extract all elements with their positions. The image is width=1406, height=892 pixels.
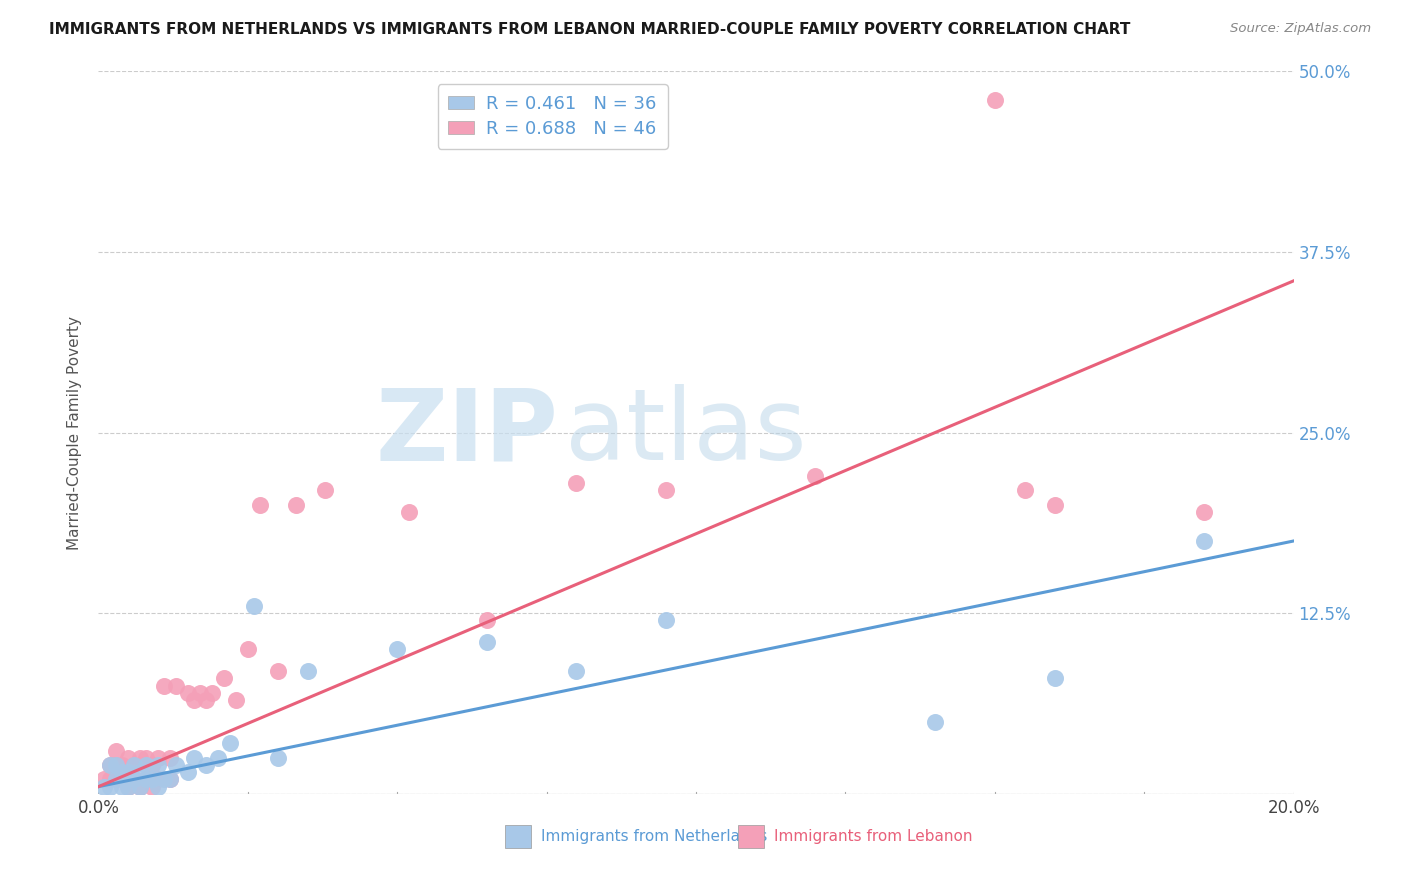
Point [124,758,146,772]
Point [565,476,588,491]
Point [159,751,181,765]
Point [129,751,152,765]
Point [129,780,152,794]
Point [111,772,134,787]
Point [98,772,122,787]
Point [117,780,139,794]
Text: ZIP: ZIP [375,384,558,481]
Point [111,780,134,794]
Point [141,758,163,772]
Point [117,765,139,780]
Point [236,642,259,657]
Point [117,751,139,765]
Point [177,686,200,700]
Text: Source: ZipAtlas.com: Source: ZipAtlas.com [1230,22,1371,36]
Point [385,642,409,657]
Point [655,483,678,498]
Point [135,772,157,787]
Point [267,664,290,678]
Point [243,599,266,613]
Point [1014,483,1036,498]
Point [165,758,187,772]
Point [105,772,128,787]
Point [98,758,122,772]
Point [111,765,134,780]
Legend: R = 0.461   N = 36, R = 0.688   N = 46: R = 0.461 N = 36, R = 0.688 N = 46 [437,84,668,149]
Point [207,751,229,765]
Text: atlas: atlas [565,384,806,481]
Point [398,505,420,519]
Point [1043,671,1066,685]
Point [201,686,224,700]
Point [129,780,152,794]
Point [225,693,247,707]
Point [297,664,319,678]
Point [148,780,170,794]
Point [219,736,242,750]
Point [117,772,139,787]
Text: Immigrants from Lebanon: Immigrants from Lebanon [773,829,972,844]
Point [284,498,307,512]
Point [141,780,163,794]
Text: Immigrants from Netherlands: Immigrants from Netherlands [541,829,768,844]
Point [804,469,827,483]
Point [565,664,588,678]
Point [188,686,211,700]
Point [177,765,200,780]
Point [249,498,271,512]
Point [148,751,170,765]
Point [183,751,205,765]
Point [1192,505,1215,519]
FancyBboxPatch shape [738,825,763,848]
Point [111,758,134,772]
Point [159,772,181,787]
Point [984,93,1007,107]
Point [124,772,146,787]
Point [267,751,290,765]
Point [315,483,337,498]
Point [195,693,218,707]
Point [153,772,176,787]
Point [124,758,146,772]
Point [141,772,163,787]
Point [212,671,235,685]
Point [98,758,122,772]
Point [98,780,122,794]
Point [195,758,218,772]
Point [135,751,157,765]
Point [153,678,176,692]
Point [655,614,678,628]
Point [1192,533,1215,548]
Point [105,743,128,757]
Point [105,772,128,787]
Point [148,772,170,787]
Point [105,758,128,772]
Point [135,758,157,772]
Point [475,635,498,649]
Point [183,693,205,707]
Point [93,772,115,787]
Point [105,758,128,772]
Point [124,772,146,787]
Point [159,772,181,787]
Point [148,758,170,772]
Point [117,780,139,794]
Point [924,714,946,729]
Point [165,678,187,692]
Y-axis label: Married-Couple Family Poverty: Married-Couple Family Poverty [67,316,83,549]
FancyBboxPatch shape [505,825,531,848]
Point [475,614,498,628]
Point [135,772,157,787]
Point [129,765,152,780]
Point [1043,498,1066,512]
Text: IMMIGRANTS FROM NETHERLANDS VS IMMIGRANTS FROM LEBANON MARRIED-COUPLE FAMILY POV: IMMIGRANTS FROM NETHERLANDS VS IMMIGRANT… [49,22,1130,37]
Point [93,780,115,794]
